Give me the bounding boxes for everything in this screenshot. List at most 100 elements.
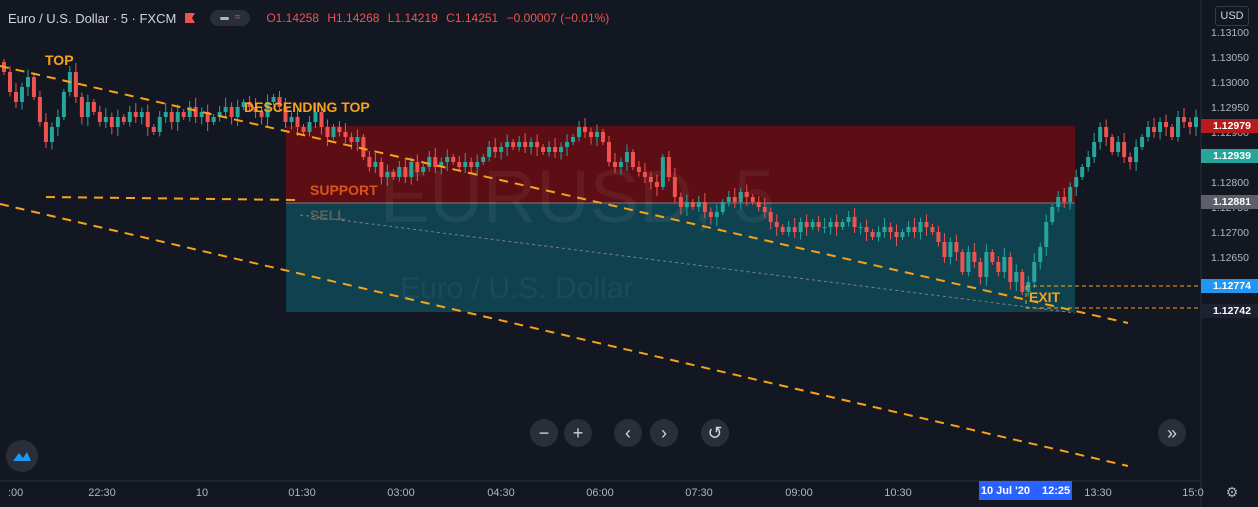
candle-down <box>583 127 588 132</box>
candle-down <box>852 217 857 227</box>
candle-up <box>660 157 665 187</box>
candle-down <box>349 137 354 142</box>
zoom-in-button[interactable]: + <box>564 419 592 447</box>
candle-up <box>1098 127 1103 142</box>
candle-up <box>547 147 552 152</box>
candle-up <box>397 167 402 177</box>
candle-up <box>235 107 240 117</box>
candle-down <box>553 147 558 152</box>
tradingview-logo[interactable] <box>6 440 38 472</box>
candle-down <box>1122 142 1127 157</box>
candle-down <box>523 142 528 147</box>
candle-up <box>475 162 480 167</box>
candle-down <box>978 262 983 277</box>
candle-up <box>840 222 845 227</box>
candle-down <box>894 232 899 237</box>
candle-up <box>1158 122 1163 132</box>
price-axis[interactable]: 1.131001.130501.130001.129501.129001.128… <box>1211 27 1249 314</box>
high-value: H1.14268 <box>327 11 380 25</box>
descending-support-line[interactable] <box>0 203 1129 467</box>
candle-up <box>1032 262 1037 282</box>
candle-up <box>439 162 444 167</box>
candle-up <box>1074 177 1079 187</box>
candle-down <box>792 227 797 232</box>
candle-up <box>529 142 534 147</box>
reset-chart-button[interactable]: ↺ <box>701 419 729 447</box>
ohlc-values: O1.14258 H1.14268 L1.14219 C1.14251 −0.0… <box>266 11 614 25</box>
candle-up <box>223 107 228 112</box>
indicator-toggle[interactable]: ≈ <box>210 10 251 26</box>
annotation-top[interactable]: TOP <box>45 52 74 68</box>
currency-button[interactable]: USD <box>1215 6 1249 26</box>
candle-down <box>1110 137 1115 152</box>
gear-icon[interactable]: ⚙ <box>1225 484 1239 500</box>
candle-down <box>169 112 174 122</box>
candle-up <box>421 167 426 172</box>
flag-icon[interactable] <box>184 12 196 24</box>
annotation-exit[interactable]: EXIT <box>1029 289 1061 305</box>
price-label-stop: 1.12979 <box>1201 119 1258 133</box>
exit-levels[interactable] <box>1025 285 1201 309</box>
annotation-support[interactable]: SUPPORT <box>310 182 378 198</box>
candle-down <box>924 222 929 227</box>
candle-down <box>145 112 150 127</box>
candle-up <box>1116 142 1121 152</box>
candle-down <box>834 222 839 227</box>
candle-up <box>786 227 791 232</box>
annotation-descending-top[interactable]: DESCENDING TOP <box>244 99 370 115</box>
candle-up <box>906 227 911 232</box>
candle-down <box>816 222 821 227</box>
candle-down <box>888 227 893 232</box>
candle-down <box>702 202 707 212</box>
candle-up <box>19 87 24 102</box>
candle-down <box>181 112 186 117</box>
crosshair-time: 12:25 <box>1041 484 1071 497</box>
candle-up <box>331 127 336 137</box>
watermark-symbol: EURUSD, 5 <box>380 155 775 238</box>
descending-resistance-line[interactable] <box>0 65 1129 324</box>
candle-down <box>1188 122 1193 127</box>
reset-icon: ↺ <box>707 423 723 443</box>
candle-down <box>942 242 947 257</box>
candle-down <box>37 97 42 122</box>
candle-up <box>1080 167 1085 177</box>
candle-down <box>457 162 462 167</box>
candle-up <box>618 162 623 167</box>
candle-down <box>600 132 605 142</box>
annotation-sell[interactable]: SELL <box>310 207 346 223</box>
candle-up <box>696 202 701 207</box>
candle-down <box>511 142 516 147</box>
candle-down <box>648 177 653 182</box>
time-tick-label: 03:00 <box>387 487 415 499</box>
time-axis[interactable]: :00 22:30 10 01:30 03:00 04:30 06:00 07:30 09:00… <box>8 487 1204 499</box>
candle-down <box>109 117 114 127</box>
candle-down <box>379 162 384 177</box>
time-tick-label: 06:00 <box>586 487 614 499</box>
candle-down <box>361 137 366 157</box>
scroll-left-button[interactable]: ‹ <box>614 419 642 447</box>
horizontal-support-line[interactable] <box>45 196 301 201</box>
symbol-title[interactable]: Euro / U.S. Dollar · 5 · FXCM <box>8 10 177 26</box>
candle-up <box>271 97 276 102</box>
candle-up <box>571 137 576 142</box>
candle-up <box>918 222 923 232</box>
candle-down <box>253 107 258 112</box>
scroll-right-button[interactable]: › <box>650 419 678 447</box>
take-profit-zone[interactable] <box>286 203 1075 312</box>
trendlines[interactable] <box>0 65 1129 467</box>
candle-up <box>726 197 731 202</box>
candle-up <box>714 212 719 217</box>
candle-down <box>870 232 875 237</box>
zoom-out-button[interactable]: − <box>530 419 558 447</box>
time-tick-label: 04:30 <box>487 487 515 499</box>
candle-down <box>642 172 647 177</box>
candle-down <box>1104 127 1109 137</box>
candle-down <box>43 122 48 142</box>
go-realtime-button[interactable]: » <box>1158 419 1186 447</box>
candle-down <box>283 107 288 122</box>
candle-down <box>708 212 713 217</box>
candle-down <box>301 127 306 132</box>
candle-down <box>804 222 809 227</box>
candle-down <box>972 252 977 262</box>
